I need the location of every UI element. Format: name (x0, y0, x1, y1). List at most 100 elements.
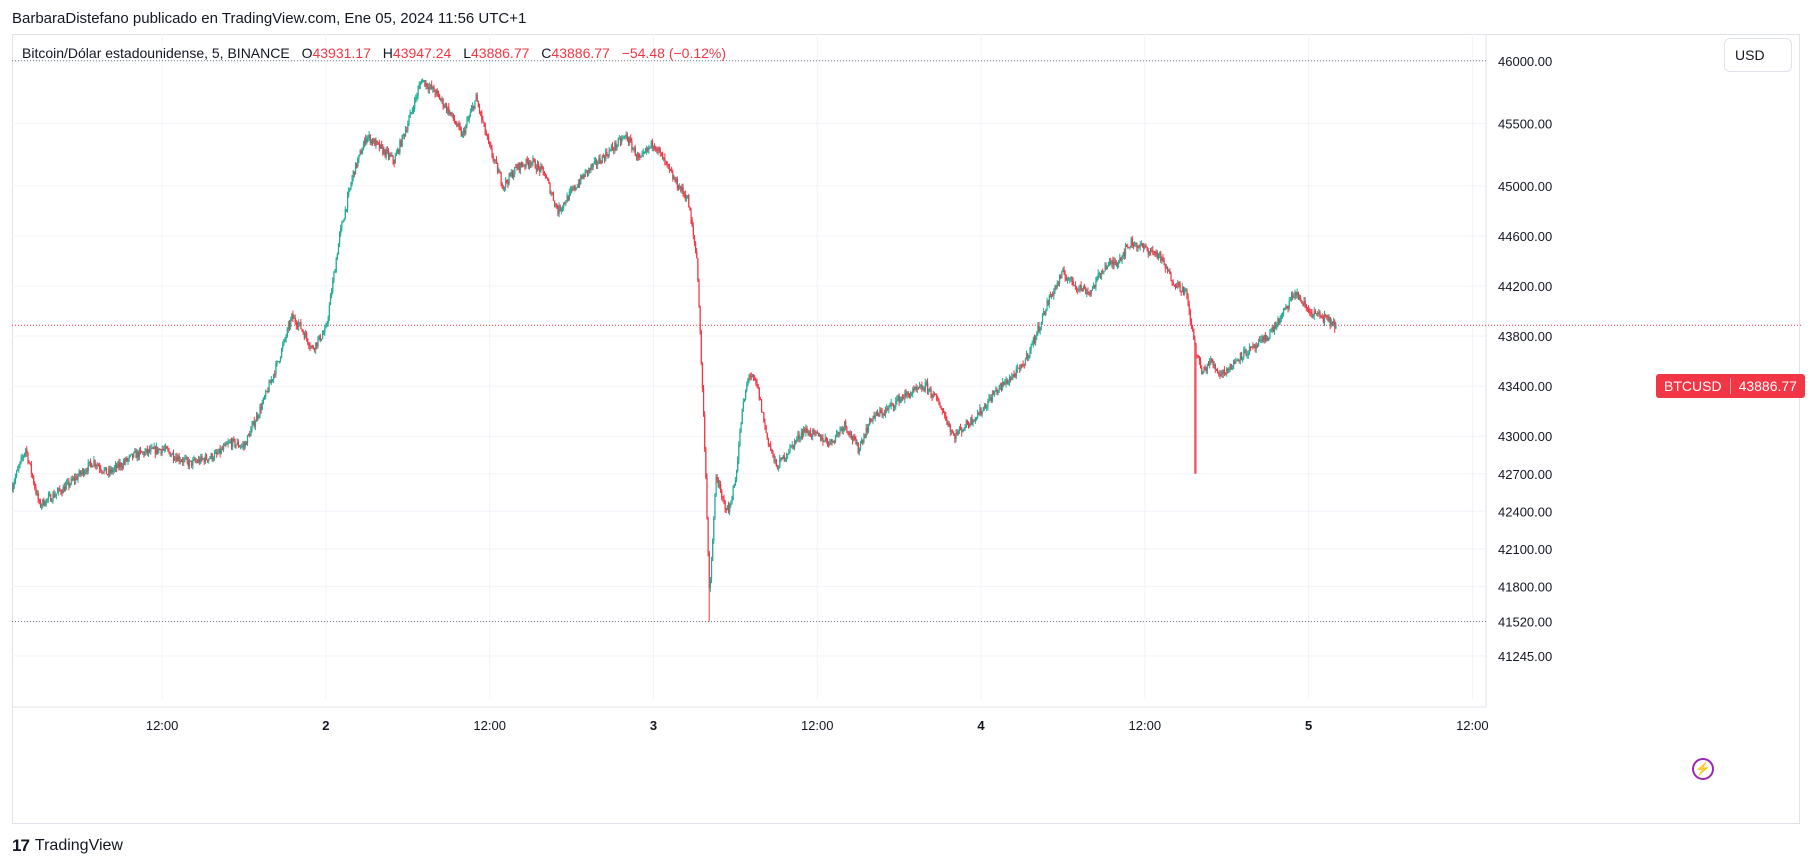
candle-body (61, 492, 63, 494)
candle-body (477, 101, 480, 107)
candle-body (948, 423, 950, 426)
candle-body (1081, 288, 1083, 291)
candle-body (609, 149, 611, 151)
candle-body (691, 219, 693, 227)
candle-body (963, 428, 965, 430)
candle-body (1283, 310, 1285, 314)
candle-body (1187, 295, 1189, 305)
candle-body (706, 477, 708, 518)
candle-body (34, 483, 36, 488)
candle-body (71, 478, 73, 480)
candle-body (903, 398, 905, 400)
price-tick-label: 42100.00 (1498, 542, 1552, 557)
candle-body (731, 499, 733, 504)
candle-body (544, 175, 547, 178)
candle-body (1279, 319, 1281, 323)
candle-body (1207, 365, 1210, 367)
candle-body (203, 458, 205, 463)
candle-body (572, 189, 574, 191)
candle-body (362, 144, 365, 151)
candle-body (287, 324, 290, 329)
candle-body (1164, 264, 1166, 269)
candle-body (1317, 313, 1319, 315)
candle-body (725, 508, 727, 511)
candle-body (900, 397, 903, 399)
candle-body (647, 147, 649, 150)
candle-body (318, 335, 320, 340)
candle-body (1271, 326, 1273, 331)
candle-body (309, 346, 311, 348)
candle-body (14, 476, 17, 482)
candle-body (1220, 372, 1222, 376)
candle-body (390, 154, 392, 156)
candle-body (793, 440, 796, 448)
candle-body (1064, 274, 1066, 278)
time-tick-label: 12:00 (1456, 718, 1489, 733)
candle-body (958, 427, 961, 432)
candle-body (772, 451, 774, 454)
candle-body (193, 459, 195, 461)
candle-body (246, 435, 249, 445)
candle-body (494, 159, 497, 161)
candle-body (416, 95, 418, 98)
candle-body (44, 504, 46, 506)
candle-body (906, 392, 908, 395)
candle-body (1298, 297, 1301, 300)
candle-body (1321, 316, 1323, 318)
candle-body (372, 139, 374, 144)
candle-body (343, 218, 345, 222)
candle-body (927, 382, 929, 392)
candle-body (380, 144, 382, 149)
tradingview-brand[interactable]: 17 TradingView (12, 836, 123, 856)
candle-body (256, 415, 258, 422)
candle-body (445, 104, 448, 111)
candle-body (524, 165, 526, 167)
candle-body (111, 468, 113, 472)
candle-body (708, 552, 710, 588)
candle-body (151, 447, 153, 449)
candle-body (1095, 278, 1097, 288)
candle-body (987, 401, 989, 407)
candle-body (113, 467, 116, 470)
candle-body (298, 323, 300, 327)
candle-body (812, 430, 814, 437)
candle-body (245, 442, 247, 445)
high-value: 43947.24 (392, 45, 452, 61)
candle-body (1180, 291, 1182, 293)
candle-body (689, 207, 691, 211)
last-price-value: 43886.77 (1738, 378, 1797, 394)
candle-body (85, 470, 87, 473)
candle-body (1306, 307, 1309, 310)
candle-body (552, 194, 555, 201)
candle-body (567, 195, 569, 201)
candle-body (889, 405, 891, 407)
candle-body (1327, 316, 1329, 321)
candle-body (928, 388, 930, 392)
candle-body (95, 465, 97, 467)
candle-body (259, 406, 261, 416)
candle-body (56, 491, 59, 494)
candle-body (527, 161, 530, 166)
candle-body (1140, 243, 1143, 246)
candle-body (1031, 343, 1033, 345)
candle-body (286, 328, 288, 337)
currency-button[interactable]: USD (1724, 38, 1792, 72)
candle-body (804, 428, 806, 433)
candle-body (778, 468, 780, 470)
candle-body (1143, 246, 1145, 249)
candle-body (606, 151, 608, 156)
lightning-bolt-icon[interactable]: ⚡ (1692, 758, 1714, 780)
low-value: 43886.77 (471, 45, 530, 61)
candle-body (140, 449, 142, 452)
candle-body (279, 357, 282, 362)
candle-body (311, 346, 313, 348)
candle-body (67, 481, 69, 483)
candle-body (1201, 367, 1203, 375)
symbol-name[interactable]: Bitcoin/Dólar estadounidense, 5, BINANCE (22, 45, 290, 61)
candlestick-chart[interactable]: 46000.00 45500.00 45000.00 44600.00 44200.00… (12, 34, 1802, 824)
candle-body (1038, 326, 1040, 332)
low-label: L (463, 45, 471, 61)
time-tick-label: 5 (1305, 718, 1312, 733)
candle-body (1149, 251, 1152, 253)
candle-body (1173, 285, 1176, 287)
